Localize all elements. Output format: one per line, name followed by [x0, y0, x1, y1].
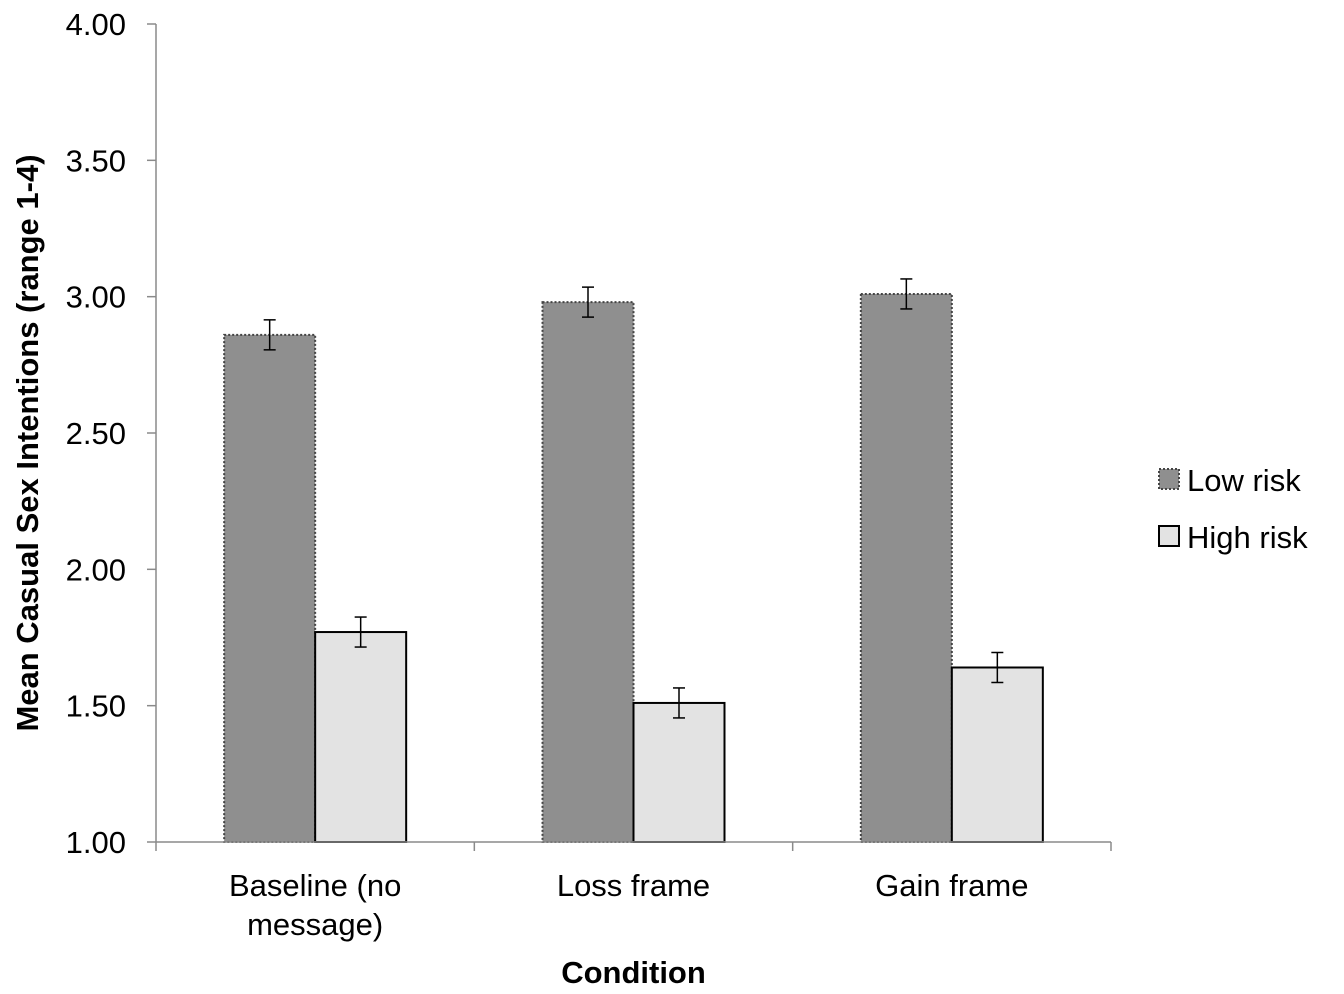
labels: 1.00 1.50 2.00 2.50 3.00 3.50 4.00 Baseline (no… [10, 7, 1029, 990]
bar-high-risk [950, 666, 1044, 844]
y-tick-label: 3.50 [66, 143, 126, 178]
x-axis-title: Condition [561, 955, 706, 989]
y-tick-label: 3.00 [66, 280, 126, 315]
axes [147, 23, 1112, 851]
x-category-label: Baseline (no [229, 868, 401, 903]
y-tick-label: 2.00 [66, 552, 126, 587]
x-category-label: message) [247, 907, 383, 942]
y-tick-label: 1.00 [66, 825, 126, 860]
bar-low-risk [859, 292, 953, 843]
x-category-label: Loss frame [557, 868, 710, 903]
legend-label: Low risk [1187, 463, 1301, 498]
bar-high-risk [314, 631, 408, 844]
bar-low-risk [223, 333, 317, 843]
legend-label: High risk [1187, 520, 1308, 555]
legend-swatch [1158, 525, 1180, 547]
legend-swatch [1158, 468, 1180, 490]
bars [223, 278, 1044, 844]
legend: Low risk High risk [1158, 463, 1308, 555]
bar-high-risk [632, 701, 726, 843]
y-axis-title: Mean Casual Sex Intentions (range 1-4) [10, 154, 45, 731]
bar-low-risk [541, 301, 635, 843]
y-tick-label: 4.00 [66, 7, 126, 42]
x-category-label: Gain frame [875, 868, 1028, 903]
y-tick-label: 1.50 [66, 689, 126, 724]
y-tick-label: 2.50 [66, 416, 126, 451]
